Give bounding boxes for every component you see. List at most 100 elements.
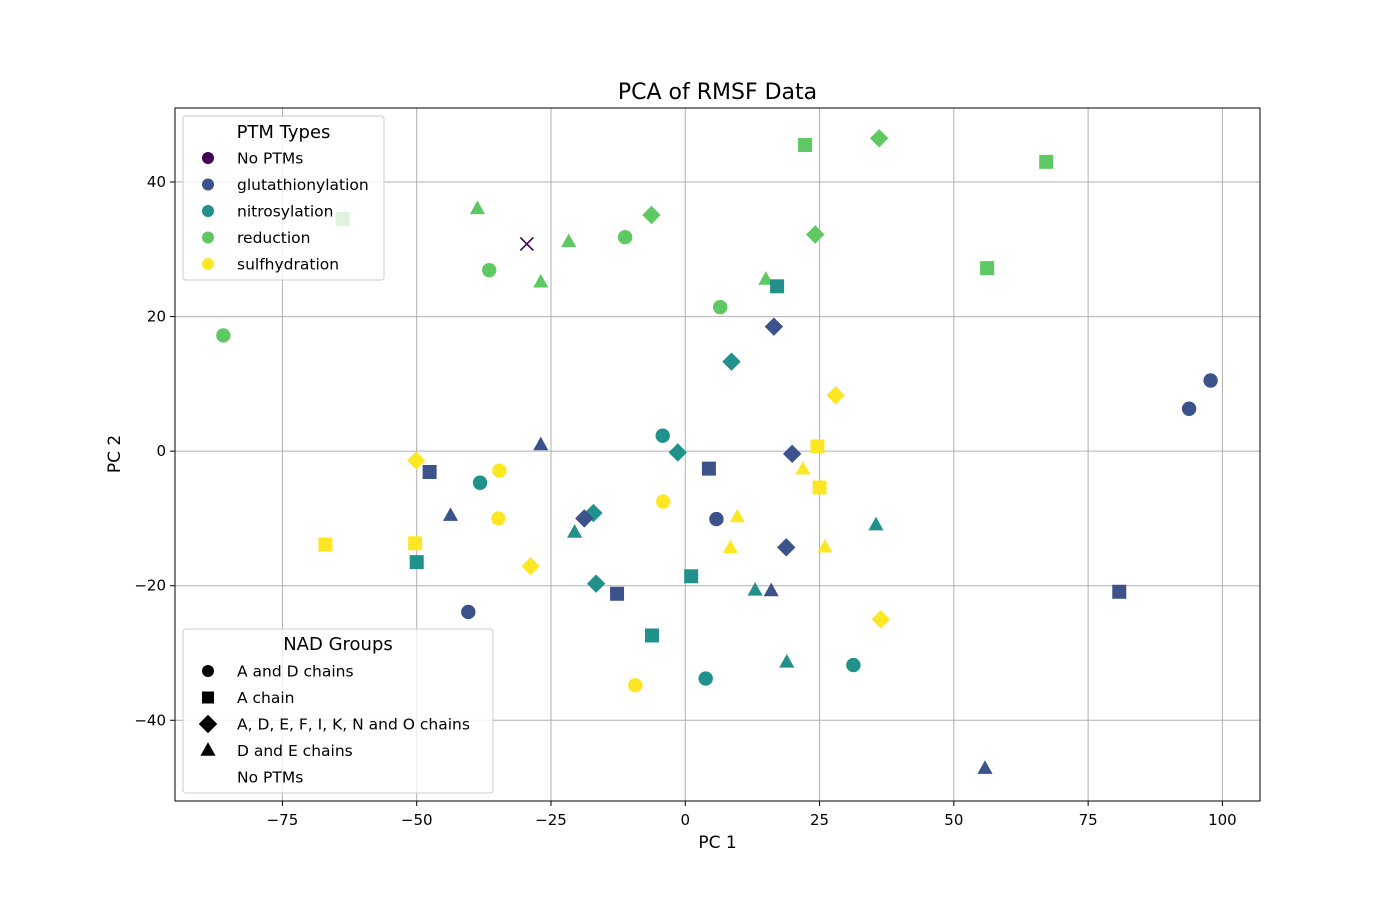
data-point [764, 317, 784, 336]
data-point [216, 328, 231, 343]
data-point [1181, 401, 1197, 416]
y-axis-label: PC 2 [105, 435, 125, 473]
data-point [567, 524, 583, 538]
data-point [561, 233, 577, 248]
data-point [406, 451, 426, 470]
legend-label: D and E chains [237, 742, 353, 760]
data-point [408, 536, 423, 551]
legend-label: sulfhydration [237, 256, 339, 274]
data-point [422, 464, 437, 479]
data-point [491, 511, 506, 526]
data-point [810, 439, 825, 454]
data-point [798, 138, 813, 153]
legend-nad-entries: A and D chains A chain A, D, E, F, I, K, N… [198, 663, 470, 787]
x-tick-label: 25 [810, 811, 829, 829]
x-tick-label: −25 [535, 811, 567, 829]
data-point [533, 436, 549, 451]
legend-marker [202, 205, 214, 217]
legend-marker [202, 665, 214, 677]
legend-ptm-entries: No PTMs glutathionylation nitrosylation red… [202, 150, 369, 274]
legend-nad-box [182, 628, 494, 794]
legend-marker [200, 742, 216, 756]
legend-nad-title: NAD Groups [283, 634, 393, 655]
data-point [722, 539, 738, 554]
data-point [584, 503, 603, 523]
data-point [409, 555, 424, 570]
legend-marker [198, 714, 218, 734]
legend-label: No PTMs [237, 150, 303, 168]
legend-nad-groups: NAD Groups A and D chains A chain A, D, E,… [182, 628, 494, 794]
x-tick-label: −50 [401, 811, 433, 829]
legend-marker [202, 231, 214, 244]
legend-label: A, D, E, F, I, K, N and O chains [237, 716, 470, 734]
legend-label: No PTMs [237, 769, 303, 787]
data-point [442, 507, 459, 521]
data-point [1203, 373, 1218, 388]
y-tick-label: 0 [156, 442, 166, 460]
y-tick-label: 20 [147, 308, 166, 326]
x-tick-label: 100 [1208, 811, 1237, 829]
data-point [1039, 154, 1054, 169]
legend-label: reduction [237, 229, 310, 247]
data-point [712, 299, 728, 315]
data-point [795, 460, 811, 475]
data-point [318, 537, 333, 552]
data-point [521, 556, 540, 576]
legend-label: nitrosylation [237, 203, 333, 221]
data-point [586, 574, 606, 593]
data-point [747, 582, 763, 596]
data-point [492, 463, 507, 478]
data-point [698, 671, 713, 686]
legend-ptm-title: PTM Types [237, 122, 331, 143]
y-tick-label: −40 [134, 711, 166, 729]
data-point [655, 428, 670, 443]
data-point [806, 225, 825, 244]
x-tick-label: 0 [680, 811, 690, 829]
data-point [980, 261, 995, 276]
data-point [812, 480, 827, 495]
data-point [869, 129, 889, 148]
x-axis-label: PC 1 [698, 833, 736, 853]
data-point [826, 386, 845, 405]
data-point [519, 236, 534, 251]
data-point [533, 273, 549, 288]
legend-label: A chain [237, 689, 295, 707]
data-point [701, 461, 716, 476]
data-point [770, 279, 785, 294]
legend-marker [202, 152, 214, 164]
plot-frame [174, 107, 1261, 802]
data-point [779, 654, 795, 668]
data-point [684, 569, 699, 584]
data-point [668, 443, 687, 462]
data-point [644, 628, 659, 643]
data-point [709, 511, 724, 527]
data-points [216, 129, 1218, 774]
x-tick-label: 75 [1079, 811, 1098, 829]
data-point [817, 538, 833, 553]
legend-ptm-types: PTM Types No PTMs glutathionylation nitros… [182, 115, 385, 281]
data-point [868, 516, 884, 531]
legend-marker [202, 258, 214, 270]
data-point [469, 200, 485, 215]
legend-marker [202, 691, 214, 704]
legend-label: glutathionylation [237, 176, 369, 194]
legend-label: A and D chains [237, 663, 354, 681]
data-point [729, 508, 745, 523]
data-point [1112, 584, 1127, 599]
x-tick-label: 50 [944, 811, 963, 829]
data-point [782, 444, 802, 464]
data-point [777, 538, 796, 557]
y-tick-label: 40 [147, 173, 166, 191]
data-point [722, 352, 741, 371]
data-point [617, 229, 633, 245]
data-point [758, 271, 774, 285]
legend-marker [202, 178, 214, 191]
x-tick-label: −75 [267, 811, 299, 829]
data-point [871, 610, 890, 629]
chart-title: PCA of RMSF Data [618, 80, 817, 105]
data-point [482, 262, 497, 278]
data-point [628, 678, 643, 693]
data-point [642, 205, 661, 225]
data-point [575, 509, 594, 528]
